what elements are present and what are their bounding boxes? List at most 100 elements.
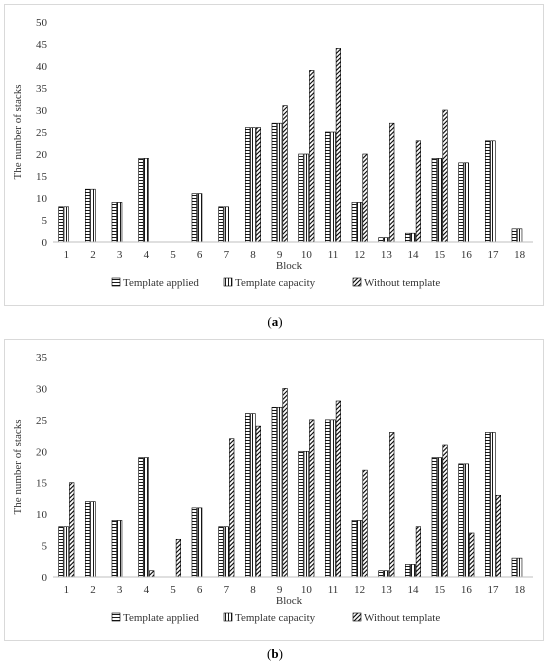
- bar-diagonal: [229, 438, 235, 578]
- x-tick-label: 14: [408, 584, 420, 596]
- bar-vertical: [277, 122, 283, 243]
- bar-vertical: [197, 507, 203, 578]
- bar-horizontal: [85, 188, 91, 243]
- caption-a: (a): [267, 314, 283, 329]
- bar-vertical: [410, 564, 416, 578]
- legend-label: Template applied: [123, 277, 199, 289]
- x-tick-label: 6: [197, 249, 203, 261]
- x-tick-label: 15: [434, 249, 446, 261]
- legend-item: Template capacity: [223, 277, 316, 289]
- y-tick-label: 15: [36, 478, 48, 490]
- bar-vertical: [410, 232, 416, 243]
- bar-diagonal: [255, 127, 262, 243]
- legend-label: Without template: [364, 612, 440, 624]
- chart-panel-a: 0 5 10 15 20 25 30 35 40 45 50 The number of stacks…: [4, 4, 544, 306]
- x-tick-label: 8: [250, 249, 256, 261]
- legend-label: Without template: [364, 277, 440, 289]
- x-tick-label: 1: [64, 584, 70, 596]
- bar-vertical: [517, 557, 523, 578]
- y-tick-label: 15: [36, 171, 48, 183]
- bar-diagonal: [149, 570, 155, 578]
- x-tick-label: 2: [90, 249, 96, 261]
- y-tick-label: 30: [36, 105, 48, 117]
- bar-horizontal: [111, 202, 117, 243]
- y-tick-label: 0: [42, 237, 48, 249]
- chart-panel-b: 0 5 10 15 20 25 30 35 The number of stacks 1 2 3 4 5 6…: [4, 339, 544, 641]
- bar-vertical: [63, 526, 69, 578]
- bar-diagonal: [495, 494, 502, 578]
- bar-horizontal: [298, 153, 304, 243]
- y-axis-label: The number of stacks: [12, 420, 24, 515]
- y-tick-label: 0: [42, 572, 48, 584]
- bar-vertical: [223, 206, 229, 243]
- y-tick-label: 20: [36, 149, 48, 161]
- bar-diagonal: [69, 482, 75, 578]
- bar-horizontal: [431, 457, 437, 578]
- x-tick-label: 9: [277, 249, 283, 261]
- bar-diagonal: [309, 419, 315, 578]
- x-tick-label: 7: [224, 249, 230, 261]
- bar-vertical: [517, 228, 523, 243]
- x-tick-label: 3: [117, 584, 123, 596]
- bar-diagonal: [175, 538, 182, 578]
- bar-vertical: [277, 406, 283, 578]
- bar-vertical: [437, 457, 443, 578]
- y-tick-label: 5: [42, 215, 48, 227]
- bar-horizontal: [58, 526, 64, 578]
- bar-vertical: [250, 127, 256, 243]
- bar-horizontal: [351, 202, 357, 243]
- bar-vertical: [143, 158, 149, 243]
- bar-horizontal: [404, 232, 411, 243]
- bar-horizontal: [458, 162, 464, 243]
- bar-horizontal: [324, 131, 331, 243]
- x-tick-label: 6: [197, 584, 203, 596]
- bar-diagonal: [389, 122, 395, 243]
- legend-swatch: [352, 612, 362, 622]
- y-tick-label: 40: [36, 61, 48, 73]
- bar-diagonal: [255, 425, 262, 578]
- bar-vertical: [357, 202, 363, 243]
- bar-diagonal: [415, 526, 422, 578]
- bar-horizontal: [484, 432, 491, 578]
- bar-horizontal: [191, 193, 197, 243]
- bar-vertical: [463, 162, 469, 243]
- x-tick-label: 7: [224, 584, 230, 596]
- bar-vertical: [437, 158, 443, 243]
- bar-horizontal: [271, 406, 277, 578]
- bar-vertical: [383, 570, 389, 578]
- bar-horizontal: [298, 450, 304, 578]
- x-tick-label: 4: [144, 249, 150, 261]
- bar-vertical: [463, 463, 469, 578]
- bar-diagonal: [442, 444, 448, 578]
- legend-swatch: [111, 612, 121, 622]
- x-tick-label: 5: [170, 584, 176, 596]
- x-tick-label: 12: [354, 584, 365, 596]
- x-tick-label: 16: [461, 249, 473, 261]
- x-tick-label: 12: [354, 249, 365, 261]
- bar-diagonal: [335, 48, 342, 243]
- x-tick-label: 17: [488, 249, 500, 261]
- bar-vertical: [223, 526, 229, 578]
- legend-swatch: [352, 277, 362, 287]
- bar-horizontal: [245, 413, 251, 578]
- legend-item: Without template: [352, 277, 440, 289]
- bar-vertical: [303, 153, 309, 243]
- bar-diagonal: [362, 153, 368, 243]
- bar-diagonal: [335, 400, 342, 578]
- x-tick-label: 2: [90, 584, 96, 596]
- y-tick-label: 25: [36, 127, 48, 139]
- x-tick-label: 17: [488, 584, 500, 596]
- bar-vertical: [90, 501, 96, 578]
- x-tick-label: 5: [170, 249, 176, 261]
- bar-horizontal: [138, 158, 144, 243]
- x-tick-label: 18: [514, 249, 526, 261]
- y-tick-label: 45: [36, 39, 48, 51]
- bar-horizontal: [351, 520, 357, 578]
- y-tick-label: 35: [36, 352, 48, 364]
- y-tick-label: 5: [42, 541, 48, 553]
- bar-vertical: [383, 237, 389, 243]
- y-tick-label: 50: [36, 17, 48, 29]
- y-tick-label: 25: [36, 415, 48, 427]
- bar-vertical: [197, 193, 203, 243]
